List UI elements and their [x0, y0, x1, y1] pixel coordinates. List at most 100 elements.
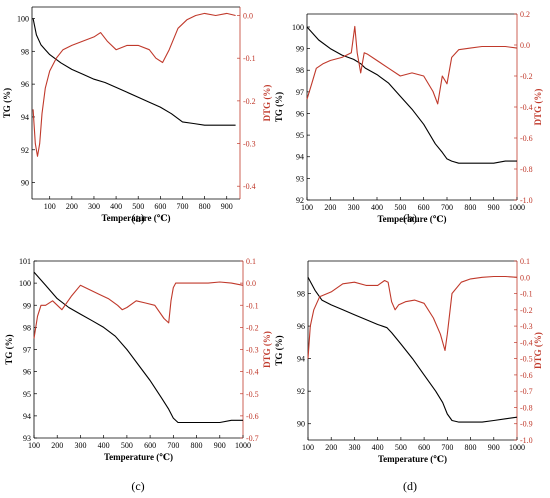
y-tick-label-left: 90 [297, 420, 305, 429]
y-tick-label-left: 94 [297, 355, 305, 364]
x-tick-label: 100 [28, 441, 40, 450]
y-tick-label-left: 94 [296, 153, 304, 162]
y-tick-label-left: 95 [23, 390, 31, 399]
y-tick-label-right: -0.7 [520, 387, 533, 396]
y-tick-label-left: 100 [17, 14, 29, 23]
dtg-curve [32, 12, 236, 157]
y-tick-label-right: -0.6 [520, 371, 533, 380]
x-tick-label: 400 [98, 441, 110, 450]
y-tick-label-right: -0.6 [246, 412, 259, 421]
x-tick-label: 200 [66, 202, 78, 211]
y-tick-label-right: -0.8 [520, 165, 533, 174]
x-tick-label: 300 [348, 443, 360, 452]
x-tick-label: 700 [441, 203, 453, 212]
y-tick-label-right: 0.0 [520, 273, 530, 282]
y-axis-label-left: TG (%) [274, 335, 284, 365]
y-tick-label-right: 0.1 [246, 257, 256, 266]
y-tick-label-right: -1.0 [520, 196, 533, 205]
y-axis-label-left: TG (%) [274, 92, 284, 122]
x-axis-label: Temperature (℃) [101, 213, 170, 223]
y-tick-label-left: 98 [296, 66, 304, 75]
chart-panel-4: 100 200 300 400 500 600 700 800 900 1000 90 92 94 96 9… [274, 257, 543, 493]
x-tick-label: 100 [44, 202, 56, 211]
y-tick-label-left: 97 [296, 88, 304, 97]
y-axis-label-left: TG (%) [2, 88, 12, 118]
x-tick-label: 800 [199, 202, 211, 211]
y-tick-label-left: 96 [296, 109, 304, 118]
chart-panel-2: 100 200 300 400 500 600 700 800 900 1000 92 93 94 95 9… [274, 10, 543, 225]
x-tick-label: 1000 [509, 203, 525, 212]
y-tick-label-right: -0.7 [246, 434, 259, 443]
y-tick-label-left: 100 [19, 279, 31, 288]
x-tick-label: 700 [167, 441, 179, 450]
y-axis-label-right: DTG (%) [262, 331, 272, 368]
y-tick-label-right: -0.4 [520, 103, 533, 112]
y-tick-label-left: 92 [297, 387, 305, 396]
chart-panel-1: 100 200 300 400 500 600 700 800 900 90 92 94 96 98 100… [2, 6, 272, 225]
x-tick-label: 200 [325, 443, 337, 452]
y-tick-label-right: -0.4 [520, 338, 533, 347]
x-tick-label: 500 [394, 203, 406, 212]
y-tick-label-right: -0.2 [246, 323, 259, 332]
y-tick-label-left: 99 [23, 301, 31, 310]
y-tick-label-left: 93 [23, 434, 31, 443]
x-tick-label: 1000 [509, 443, 525, 452]
x-tick-label: 600 [418, 443, 430, 452]
y-tick-label-right: -0.3 [246, 346, 259, 355]
y-tick-label-left: 92 [21, 146, 29, 155]
y-tick-label-right: 0.0 [243, 12, 253, 21]
y-tick-label-right: -0.1 [243, 54, 256, 63]
dtg-curve [33, 281, 244, 339]
y-tick-label-right: -0.5 [520, 355, 533, 364]
x-tick-label: 900 [488, 443, 500, 452]
x-tick-label: 600 [154, 202, 166, 211]
x-tick-label: 500 [132, 202, 144, 211]
y-tick-label-left: 98 [23, 323, 31, 332]
tg-curve [32, 18, 236, 126]
y-tick-label-left: 98 [21, 47, 29, 56]
y-tick-label-left: 97 [23, 346, 31, 355]
y-tick-label-right: -0.3 [243, 140, 256, 149]
y-tick-label-right: 0.1 [520, 257, 530, 266]
x-tick-label: 500 [121, 441, 133, 450]
y-tick-label-right: 0.0 [246, 279, 256, 288]
y-tick-label-left: 99 [296, 45, 304, 54]
y-tick-label-left: 98 [297, 290, 305, 299]
y-tick-label-right: -0.3 [520, 322, 533, 331]
x-tick-label: 300 [88, 202, 100, 211]
x-axis-label: Temperature (℃) [104, 452, 173, 462]
x-tick-label: 500 [395, 443, 407, 452]
x-tick-label: 700 [441, 443, 453, 452]
tg-curve [307, 277, 518, 423]
x-tick-label: 900 [214, 441, 226, 450]
y-tick-label-right: -0.9 [520, 420, 533, 429]
y-tick-label-left: 96 [23, 368, 31, 377]
y-tick-label-left: 92 [296, 196, 304, 205]
y-tick-label-left: 101 [19, 257, 31, 266]
y-tick-label-right: -0.6 [520, 134, 533, 143]
y-tick-label-right: -0.4 [243, 182, 256, 191]
panel-label: (a) [131, 211, 144, 225]
tg-curve [306, 26, 517, 164]
y-axis-label-left: TG (%) [4, 334, 14, 364]
y-tick-label-right: -0.8 [520, 403, 533, 412]
tg-curve [33, 271, 243, 424]
x-axis-label: Temperature (℃) [377, 214, 446, 224]
x-tick-label: 400 [372, 443, 384, 452]
y-tick-label-left: 95 [296, 131, 304, 140]
y-tick-label-right: -0.2 [520, 72, 533, 81]
dtg-curve [307, 275, 518, 359]
panel-label: (b) [403, 211, 417, 225]
y-tick-label-left: 90 [21, 179, 29, 188]
y-tick-label-left: 94 [21, 113, 29, 122]
x-tick-label: 200 [324, 203, 336, 212]
y-tick-label-right: -0.4 [246, 368, 259, 377]
x-tick-label: 100 [302, 443, 314, 452]
x-tick-label: 600 [144, 441, 156, 450]
y-axis-label-right: DTG (%) [262, 85, 272, 122]
x-tick-label: 200 [51, 441, 63, 450]
x-tick-label: 900 [221, 202, 233, 211]
y-tick-label-right: -0.2 [243, 97, 256, 106]
x-tick-label: 600 [418, 203, 430, 212]
